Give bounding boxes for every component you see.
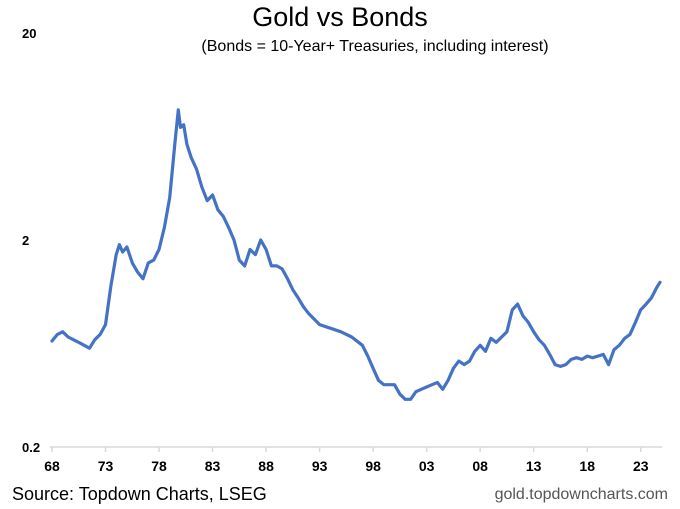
x-tick-label: 13 xyxy=(526,458,542,474)
x-tick-label: 73 xyxy=(98,458,114,474)
y-tick-label: 2 xyxy=(22,233,29,248)
x-tick-label: 83 xyxy=(205,458,221,474)
y-axis-ticks: 20 2 0.2 xyxy=(22,26,40,455)
x-tick-label: 23 xyxy=(633,458,649,474)
x-tick-label: 18 xyxy=(579,458,595,474)
x-tick-label: 68 xyxy=(44,458,60,474)
gold-bonds-ratio-line xyxy=(50,108,662,401)
x-tick-label: 03 xyxy=(419,458,435,474)
y-tick-label: 20 xyxy=(22,26,36,41)
chart-title: Gold vs Bonds xyxy=(252,2,428,32)
x-tick-label: 93 xyxy=(312,458,328,474)
x-tick-label: 78 xyxy=(151,458,167,474)
y-tick-label: 0.2 xyxy=(22,440,40,455)
chart-subtitle: (Bonds = 10-Year+ Treasuries, including … xyxy=(201,38,549,55)
website-credit: gold.topdowncharts.com xyxy=(494,486,668,503)
source-note: Source: Topdown Charts, LSEG xyxy=(12,484,267,504)
x-tick-label: 98 xyxy=(365,458,381,474)
x-axis-ticks: 68 73 78 83 88 93 98 03 08 13 18 23 xyxy=(44,447,649,474)
x-tick-label: 08 xyxy=(472,458,488,474)
x-tick-label: 88 xyxy=(258,458,274,474)
